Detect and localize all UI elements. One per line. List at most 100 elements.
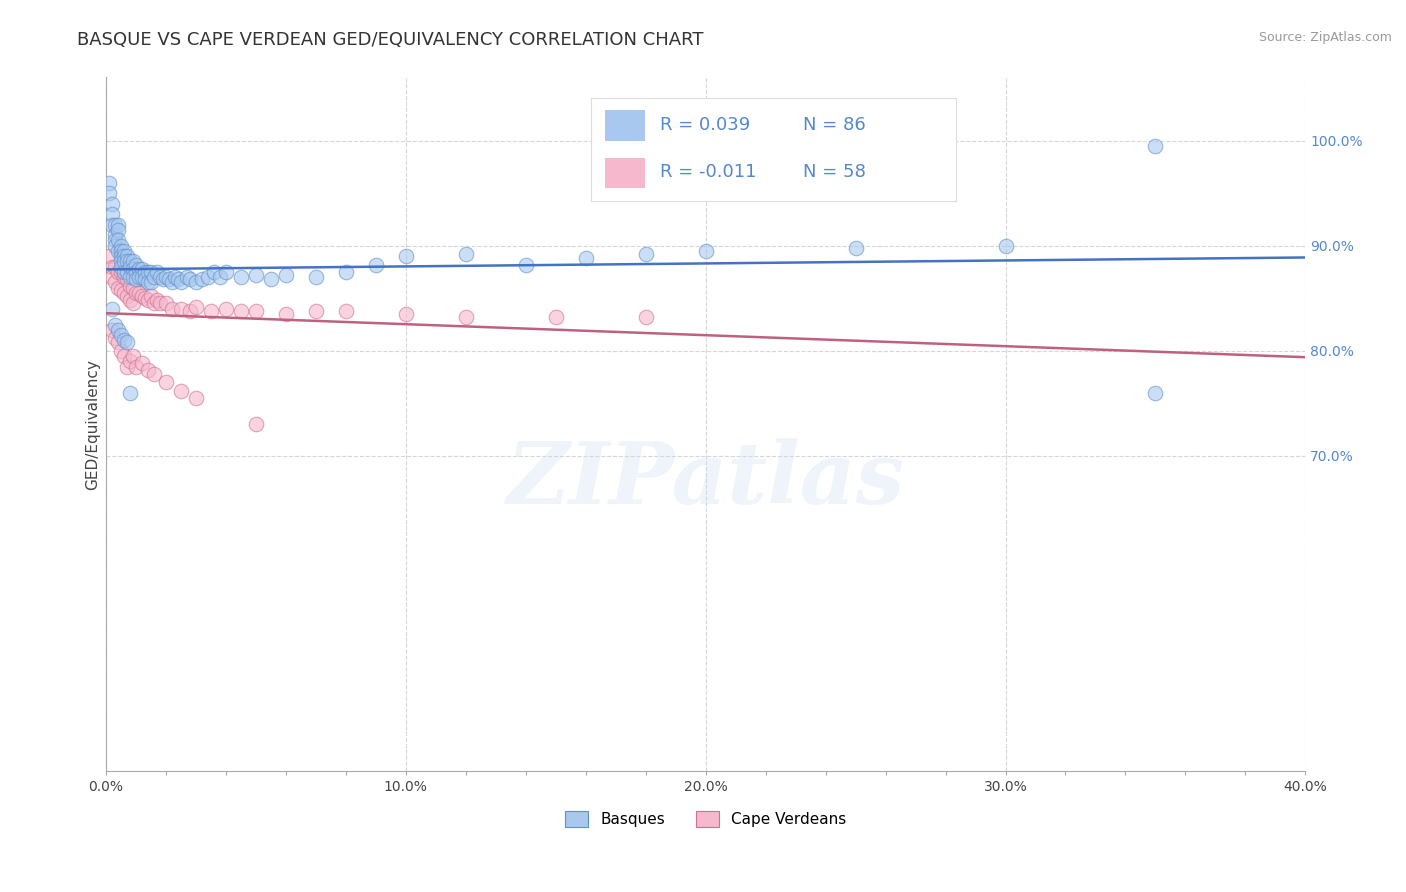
Point — [112, 333, 135, 347]
Text: BASQUE VS CAPE VERDEAN GED/EQUIVALENCY CORRELATION CHART: BASQUE VS CAPE VERDEAN GED/EQUIVALENCY C… — [77, 31, 704, 49]
Point — [107, 323, 129, 337]
Point — [110, 260, 132, 274]
Point — [110, 283, 132, 297]
Point — [335, 303, 357, 318]
Point — [229, 303, 252, 318]
Point — [128, 285, 150, 300]
Point — [179, 303, 201, 318]
Point — [101, 207, 124, 221]
Point — [112, 244, 135, 258]
Point — [107, 218, 129, 232]
Point — [245, 303, 267, 318]
Point — [101, 218, 124, 232]
Point — [128, 261, 150, 276]
Point — [97, 186, 120, 200]
Point — [104, 238, 127, 252]
Point — [115, 335, 138, 350]
Point — [125, 265, 148, 279]
Point — [142, 296, 165, 310]
Text: R = -0.011: R = -0.011 — [659, 163, 756, 181]
Point — [305, 270, 328, 285]
Point — [110, 249, 132, 263]
Point — [110, 244, 132, 258]
Point — [197, 270, 219, 285]
Point — [107, 244, 129, 258]
Point — [97, 176, 120, 190]
Point — [184, 300, 207, 314]
Point — [107, 223, 129, 237]
Point — [118, 293, 141, 308]
Point — [118, 278, 141, 293]
Point — [101, 270, 124, 285]
Point — [104, 218, 127, 232]
Point — [121, 349, 143, 363]
Point — [157, 272, 180, 286]
Point — [142, 270, 165, 285]
Point — [107, 281, 129, 295]
Point — [101, 196, 124, 211]
Point — [994, 238, 1017, 252]
Point — [305, 303, 328, 318]
Point — [131, 356, 153, 370]
Point — [176, 270, 198, 285]
Text: R = 0.039: R = 0.039 — [659, 116, 751, 134]
Point — [110, 328, 132, 343]
Point — [142, 367, 165, 381]
Point — [110, 265, 132, 279]
Point — [118, 385, 141, 400]
Point — [110, 254, 132, 268]
Point — [112, 285, 135, 300]
Point — [121, 270, 143, 285]
Legend: Basques, Cape Verdeans: Basques, Cape Verdeans — [560, 805, 852, 833]
Point — [115, 289, 138, 303]
Point — [845, 241, 868, 255]
Point — [118, 354, 141, 368]
Point — [104, 228, 127, 243]
Point — [155, 270, 177, 285]
Point — [163, 270, 186, 285]
Point — [115, 265, 138, 279]
Point — [215, 265, 238, 279]
Point — [121, 261, 143, 276]
Point — [110, 343, 132, 358]
Point — [395, 307, 418, 321]
Point — [115, 272, 138, 286]
Point — [121, 254, 143, 268]
Y-axis label: GED/Equivalency: GED/Equivalency — [86, 359, 100, 490]
Point — [136, 265, 159, 279]
Point — [274, 268, 297, 282]
Point — [149, 296, 172, 310]
Bar — [605, 111, 645, 141]
Point — [155, 376, 177, 390]
Point — [166, 272, 188, 286]
Point — [134, 272, 156, 286]
Point — [115, 254, 138, 268]
Point — [634, 247, 657, 261]
Point — [104, 318, 127, 332]
Point — [128, 270, 150, 285]
Point — [112, 249, 135, 263]
Point — [544, 310, 567, 325]
Point — [454, 247, 477, 261]
Point — [112, 265, 135, 279]
Point — [121, 281, 143, 295]
Point — [245, 417, 267, 432]
Point — [146, 265, 169, 279]
Point — [115, 249, 138, 263]
Point — [274, 307, 297, 321]
Point — [112, 349, 135, 363]
Point — [184, 276, 207, 290]
Point — [110, 238, 132, 252]
Point — [695, 244, 717, 258]
Point — [139, 265, 162, 279]
Point — [125, 272, 148, 286]
Point — [364, 258, 387, 272]
Point — [104, 276, 127, 290]
Point — [335, 265, 357, 279]
Point — [118, 260, 141, 274]
Point — [104, 234, 127, 248]
Point — [208, 270, 231, 285]
Text: ZIPatlas: ZIPatlas — [506, 438, 904, 522]
Point — [139, 289, 162, 303]
Point — [125, 359, 148, 374]
